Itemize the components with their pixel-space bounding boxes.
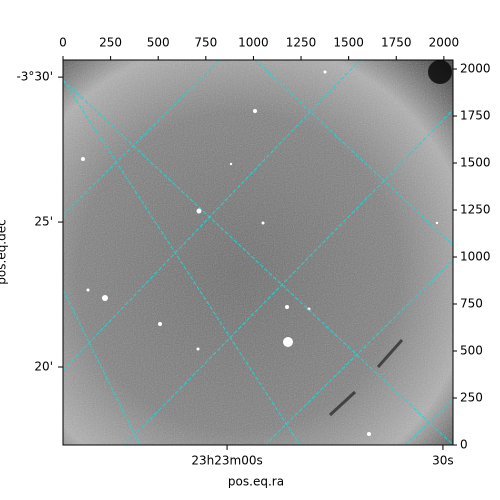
y-tick-label: 250: [460, 391, 483, 405]
x-tick-label: 750: [194, 36, 217, 50]
y-tick-label: 1500: [460, 156, 491, 170]
y-tick-label: 0: [460, 438, 468, 452]
coordinate-grid: [63, 60, 453, 445]
y-tick-label: 2000: [460, 62, 491, 76]
plot-frame: [62, 59, 454, 446]
x-tick-label: 1250: [286, 36, 317, 50]
x-tick-label: 0: [59, 36, 67, 50]
ra-tick-label: 23h23m00s: [191, 454, 262, 468]
y-tick-label: 1000: [460, 250, 491, 264]
y-tick-label: 750: [460, 297, 483, 311]
x-tick-label: 250: [99, 36, 122, 50]
dec-tick-label: 20': [34, 360, 53, 374]
y-tick-label: 500: [460, 344, 483, 358]
ra-tick-label: 30s: [432, 454, 454, 468]
y-tick-label: 1750: [460, 109, 491, 123]
image: [63, 60, 453, 445]
y-axis-label: pos.eq.dec: [0, 219, 9, 284]
x-tick-label: 2000: [429, 36, 460, 50]
x-tick-label: 500: [147, 36, 170, 50]
x-tick-label: 1750: [381, 36, 412, 50]
dec-tick-label: -3°30': [16, 70, 53, 84]
y-tick-label: 1250: [460, 203, 491, 217]
x-tick-label: 1500: [333, 36, 364, 50]
dec-tick-label: 25': [34, 215, 53, 229]
x-axis-label: pos.eq.ra: [228, 475, 284, 489]
x-tick-label: 1000: [238, 36, 269, 50]
